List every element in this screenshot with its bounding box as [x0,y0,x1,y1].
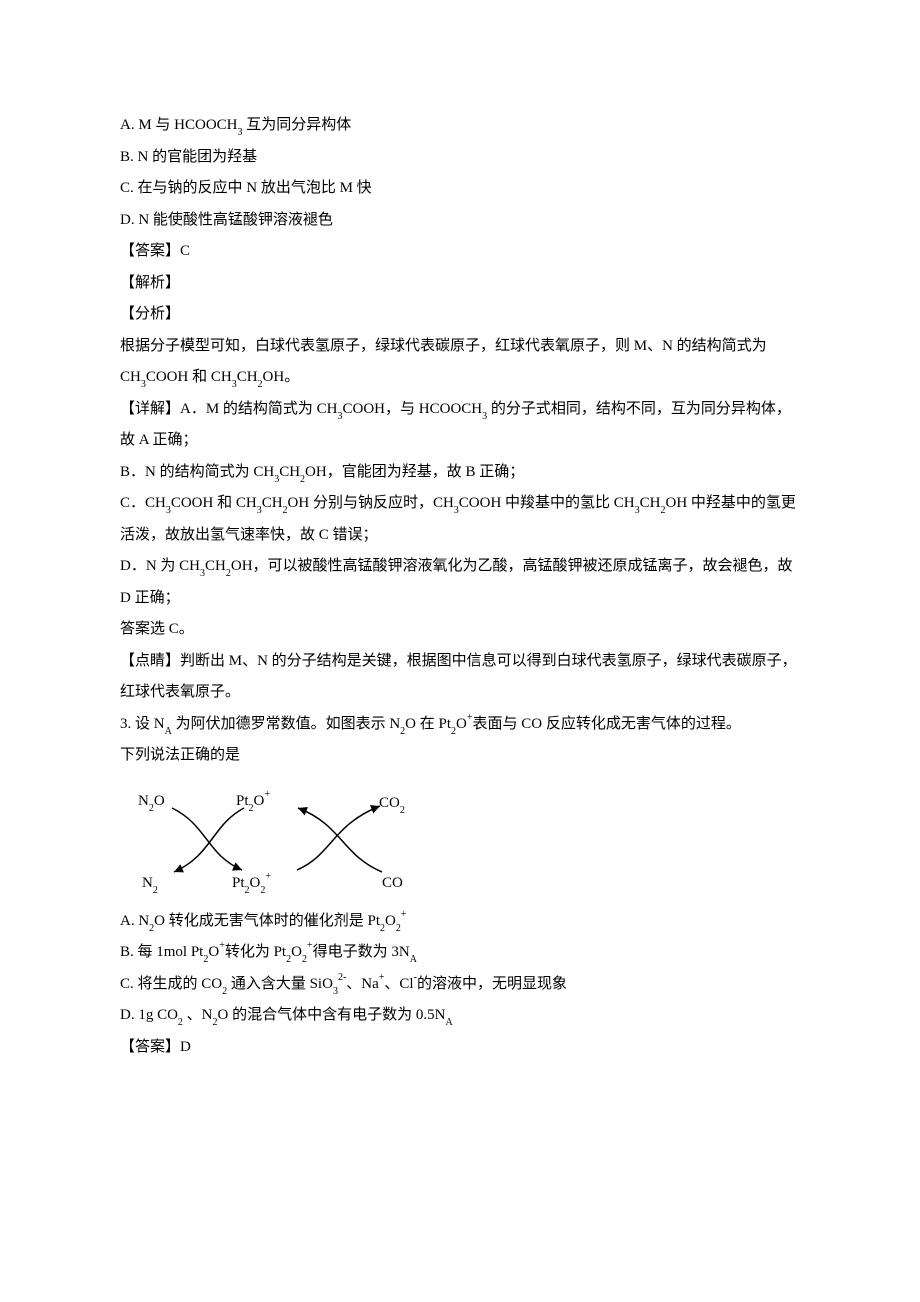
diagram-pt2o: Pt2O+ [236,786,270,818]
detail-b: B．N 的结构简式为 CH3CH2OH，官能团为羟基，故 B 正确； [120,457,800,489]
option-b: B. N 的官能团为羟基 [120,142,800,174]
diagram-pt2o2: Pt2O2+ [232,868,271,900]
option-a: A. M 与 HCOOCH3 互为同分异构体 [120,110,800,142]
option-d: D. N 能使酸性高锰酸钾溶液褪色 [120,205,800,237]
explain-label: 【解析】 [120,268,800,300]
diagram-n2o: N2O [138,786,165,818]
detail-c: C．CH3COOH 和 CH3CH2OH 分别与钠反应时，CH3COOH 中羧基… [120,488,800,551]
answer-label: 【答案】C [120,236,800,268]
option-c: C. 在与钠的反应中 N 放出气泡比 M 快 [120,173,800,205]
detail-a: 【详解】A．M 的结构简式为 CH3COOH，与 HCOOCH3 的分子式相同，… [120,394,800,457]
q3-option-b: B. 每 1mol Pt2O+转化为 Pt2O2+得电子数为 3NA [120,937,800,969]
q3-stem-2: 下列说法正确的是 [120,740,800,772]
q3-option-a: A. N2O 转化成无害气体时的催化剂是 Pt2O2+ [120,906,800,938]
detail-d: D．N 为 CH3CH2OH，可以被酸性高锰酸钾溶液氧化为乙酸，高锰酸钾被还原成… [120,551,800,614]
final-answer: 答案选 C。 [120,614,800,646]
analysis-text: 根据分子模型可知，白球代表氢原子，绿球代表碳原子，红球代表氧原子，则 M、N 的… [120,331,800,394]
hint: 【点睛】判断出 M、N 的分子结构是关键，根据图中信息可以得到白球代表氢原子，绿… [120,646,800,709]
reaction-diagram: N2O N2 Pt2O+ Pt2O2+ CO2 CO [124,780,434,900]
analysis-label: 【分析】 [120,299,800,331]
page: A. M 与 HCOOCH3 互为同分异构体 B. N 的官能团为羟基 C. 在… [0,0,920,1302]
q3-answer: 【答案】D [120,1032,800,1064]
diagram-n2: N2 [142,868,158,900]
q3-stem-1: 3. 设 NA 为阿伏加德罗常数值。如图表示 N2O 在 Pt2O+表面与 CO… [120,709,800,741]
diagram-co2: CO2 [379,788,405,820]
diagram-co: CO [382,868,403,900]
q3-option-c: C. 将生成的 CO2 通入含大量 SiO32-、Na+、Cl-的溶液中，无明显… [120,969,800,1001]
q3-option-d: D. 1g CO2 、N2O 的混合气体中含有电子数为 0.5NA [120,1000,800,1032]
